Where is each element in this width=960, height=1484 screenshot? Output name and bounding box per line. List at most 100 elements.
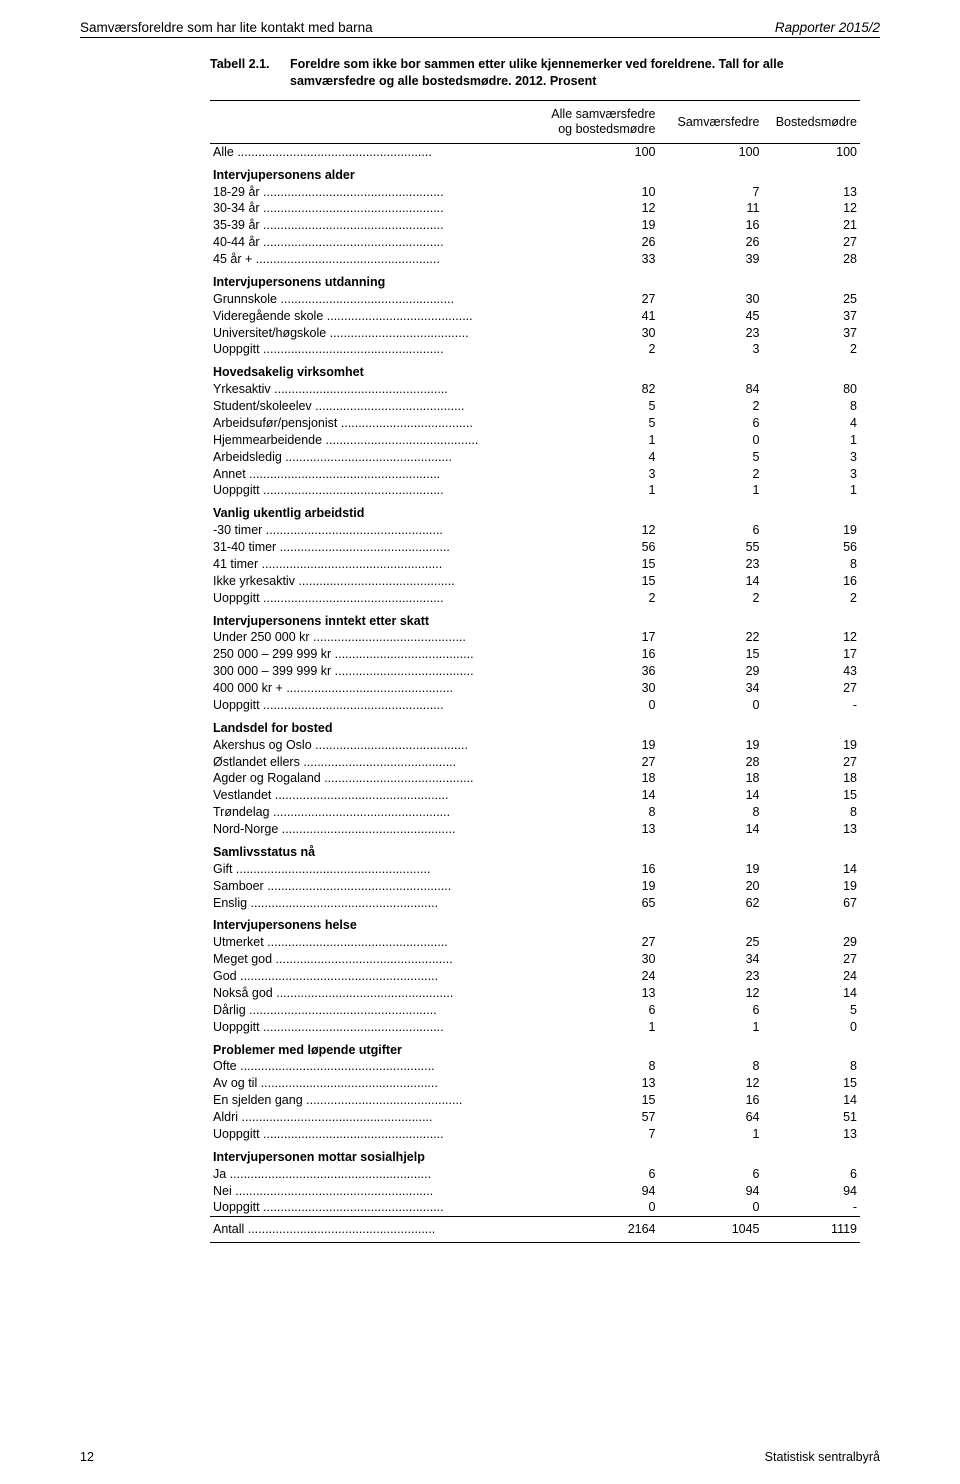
- cell: 1: [535, 432, 659, 449]
- cell: 2164: [535, 1217, 659, 1242]
- cell: 1: [659, 1126, 763, 1143]
- cell: 22: [659, 629, 763, 646]
- table-row: Uoppgitt ...............................…: [210, 590, 860, 607]
- table-row: Nord-Norge .............................…: [210, 821, 860, 838]
- section-label: Hovedsakelig virksomhet: [210, 358, 535, 381]
- table-row: Ja .....................................…: [210, 1166, 860, 1183]
- cell: 94: [535, 1183, 659, 1200]
- col-2: Samværsfedre: [659, 100, 763, 143]
- cell: 19: [535, 217, 659, 234]
- cell: 65: [535, 895, 659, 912]
- cell: 1: [659, 482, 763, 499]
- cell: 8: [763, 1058, 861, 1075]
- row-label: 250 000 – 299 999 kr ...................…: [210, 646, 535, 663]
- cell: 45: [659, 308, 763, 325]
- cell: 16: [659, 217, 763, 234]
- cell: 6: [535, 1002, 659, 1019]
- table-row: Akershus og Oslo .......................…: [210, 737, 860, 754]
- cell: 13: [763, 821, 861, 838]
- cell: 2: [535, 341, 659, 358]
- section-header: Problemer med løpende utgifter: [210, 1036, 860, 1059]
- row-label: Vestlandet .............................…: [210, 787, 535, 804]
- section-header: Intervjupersonens helse: [210, 911, 860, 934]
- cell: 8: [659, 1058, 763, 1075]
- cell: 19: [763, 878, 861, 895]
- table-row: Uoppgitt ...............................…: [210, 1126, 860, 1143]
- table-row: Under 250 000 kr .......................…: [210, 629, 860, 646]
- section-label: Intervjupersonens helse: [210, 911, 535, 934]
- cell: 82: [535, 381, 659, 398]
- cell: 27: [763, 951, 861, 968]
- table-row: Samboer ................................…: [210, 878, 860, 895]
- cell: 16: [659, 1092, 763, 1109]
- cell: -: [763, 697, 861, 714]
- cell: 56: [763, 539, 861, 556]
- cell: 12: [535, 522, 659, 539]
- cell: 12: [659, 1075, 763, 1092]
- section-header: Intervjupersonen mottar sosialhjelp: [210, 1143, 860, 1166]
- table-row: Hjemmearbeidende .......................…: [210, 432, 860, 449]
- cell: 28: [763, 251, 861, 268]
- table-row: 35-39 år ...............................…: [210, 217, 860, 234]
- cell: 13: [763, 1126, 861, 1143]
- cell: 16: [535, 646, 659, 663]
- cell: 34: [659, 951, 763, 968]
- cell: 27: [535, 934, 659, 951]
- cell: 100: [763, 143, 861, 160]
- cell: 26: [659, 234, 763, 251]
- section-label: Intervjupersonen mottar sosialhjelp: [210, 1143, 535, 1166]
- cell: 57: [535, 1109, 659, 1126]
- cell: 1045: [659, 1217, 763, 1242]
- cell: 19: [659, 861, 763, 878]
- cell: 3: [535, 466, 659, 483]
- row-label: Uoppgitt ...............................…: [210, 1199, 535, 1216]
- cell: 27: [763, 680, 861, 697]
- table-number: Tabell 2.1.: [210, 56, 290, 90]
- cell: 4: [763, 415, 861, 432]
- section-label: Intervjupersonens alder: [210, 161, 535, 184]
- section-header: Samlivsstatus nå: [210, 838, 860, 861]
- row-label: Utmerket ...............................…: [210, 934, 535, 951]
- cell: 1: [535, 1019, 659, 1036]
- cell: 100: [659, 143, 763, 160]
- row-label: 18-29 år ...............................…: [210, 184, 535, 201]
- table-row: Trøndelag ..............................…: [210, 804, 860, 821]
- cell: 15: [659, 646, 763, 663]
- cell: 18: [535, 770, 659, 787]
- section-label: Landsdel for bosted: [210, 714, 535, 737]
- cell: 27: [763, 754, 861, 771]
- section-label: Intervjupersonens utdanning: [210, 268, 535, 291]
- cell: 5: [659, 449, 763, 466]
- section-label: Samlivsstatus nå: [210, 838, 535, 861]
- row-label: Nei ....................................…: [210, 1183, 535, 1200]
- col-1: Alle samværsfedre og bostedsmødre: [535, 100, 659, 143]
- row-label: 40-44 år ...............................…: [210, 234, 535, 251]
- cell: 23: [659, 325, 763, 342]
- table-row: En sjelden gang ........................…: [210, 1092, 860, 1109]
- cell: 14: [659, 787, 763, 804]
- cell: 2: [535, 590, 659, 607]
- table-row: 250 000 – 299 999 kr ...................…: [210, 646, 860, 663]
- row-label: Videregående skole .....................…: [210, 308, 535, 325]
- cell: 6: [659, 1166, 763, 1183]
- row-label: Uoppgitt ...............................…: [210, 1126, 535, 1143]
- table-row: 30-34 år ...............................…: [210, 200, 860, 217]
- cell: 18: [659, 770, 763, 787]
- total-label: Antall .................................…: [210, 1217, 535, 1242]
- row-label: Trøndelag ..............................…: [210, 804, 535, 821]
- data-table: Alle samværsfedre og bostedsmødre Samvær…: [210, 100, 860, 1243]
- cell: 80: [763, 381, 861, 398]
- cell: 8: [535, 1058, 659, 1075]
- table-row: Uoppgitt ...............................…: [210, 1199, 860, 1216]
- table-row: Grunnskole .............................…: [210, 291, 860, 308]
- row-label: Arbeidsufør/pensjonist .................…: [210, 415, 535, 432]
- row-label: Enslig .................................…: [210, 895, 535, 912]
- cell: 64: [659, 1109, 763, 1126]
- cell: 27: [535, 291, 659, 308]
- table-row: Agder og Rogaland ......................…: [210, 770, 860, 787]
- section-header: Intervjupersonens utdanning: [210, 268, 860, 291]
- cell: 8: [763, 398, 861, 415]
- table-row: 45 år + ................................…: [210, 251, 860, 268]
- row-label: God ....................................…: [210, 968, 535, 985]
- row-label: -30 timer ..............................…: [210, 522, 535, 539]
